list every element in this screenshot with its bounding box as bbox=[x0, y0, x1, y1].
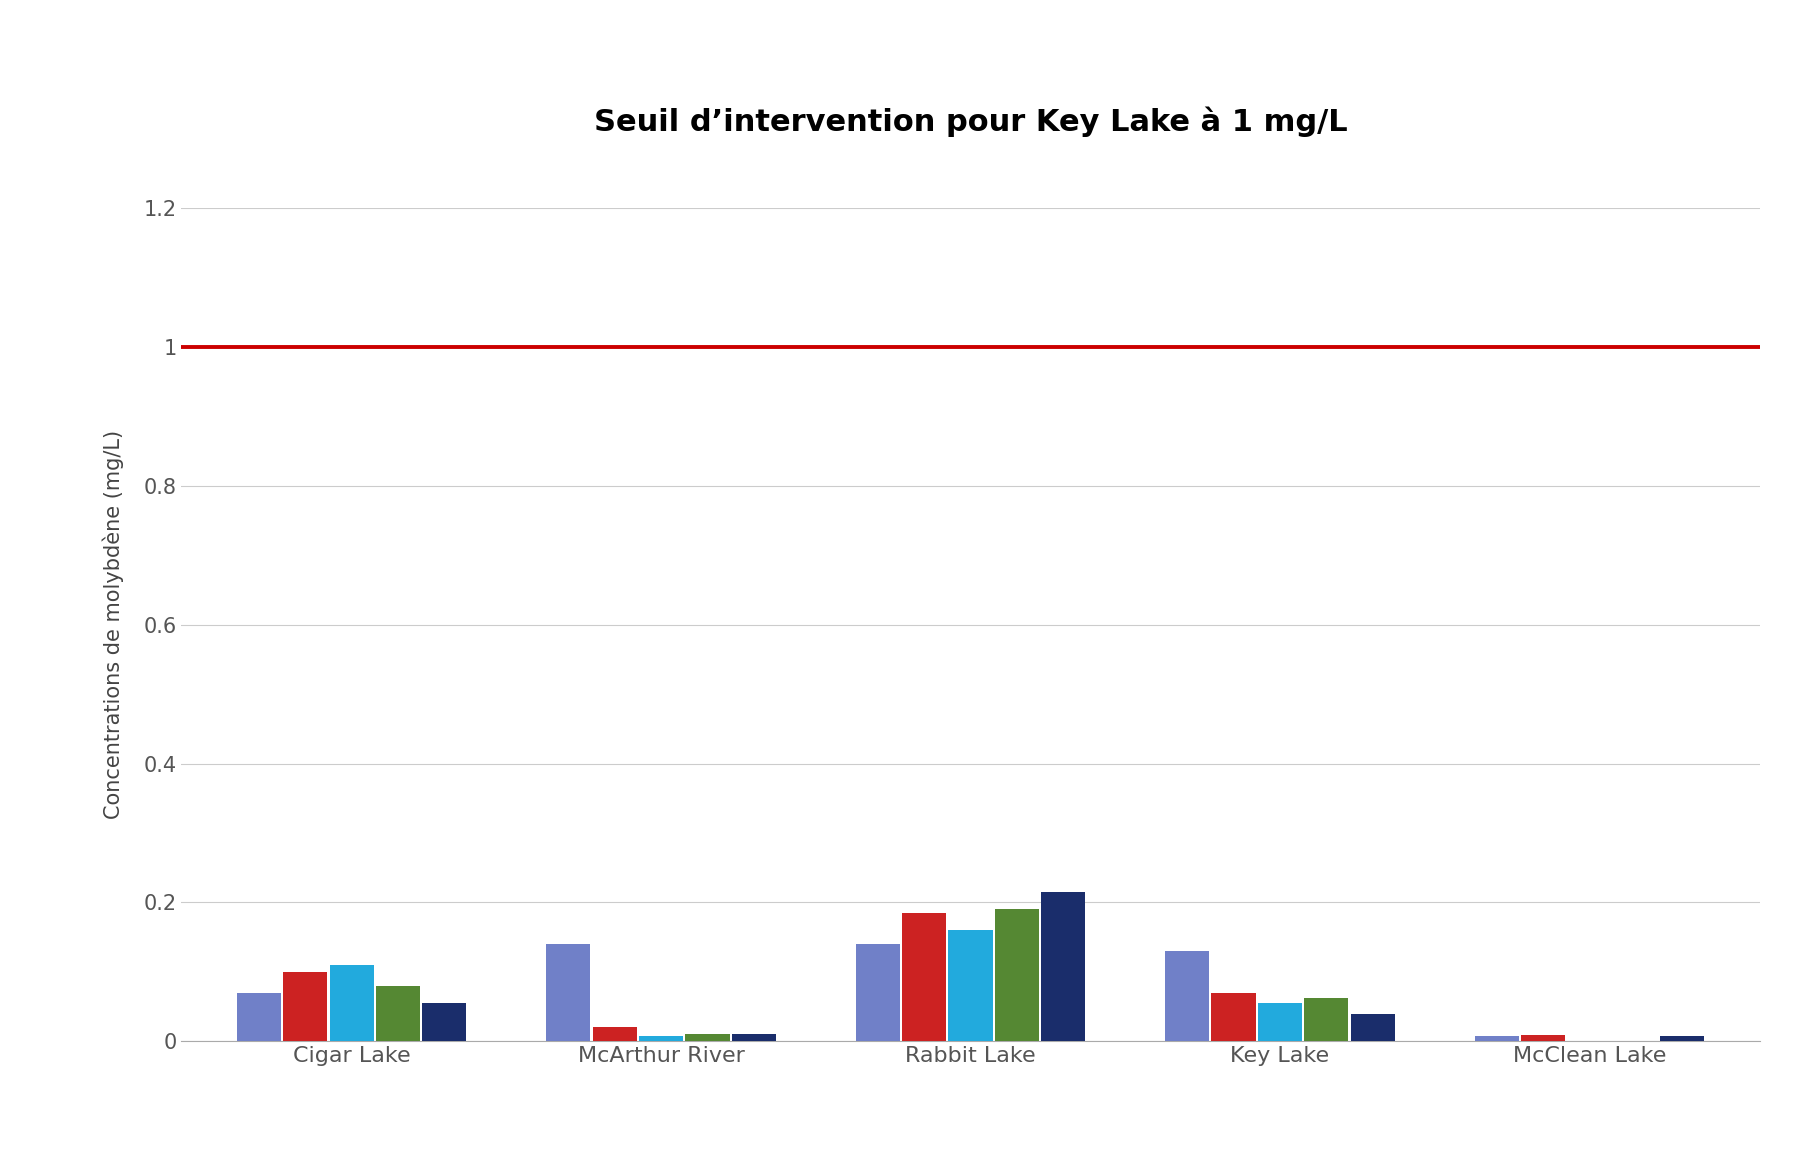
Bar bbox=[593, 1027, 637, 1041]
Bar bbox=[546, 944, 590, 1041]
Bar bbox=[1041, 892, 1085, 1041]
Bar bbox=[236, 993, 281, 1041]
Bar bbox=[1660, 1037, 1705, 1041]
Y-axis label: Concentrations de molybdène (mg/L): Concentrations de molybdène (mg/L) bbox=[102, 430, 123, 819]
Bar bbox=[283, 972, 327, 1041]
Bar bbox=[686, 1034, 729, 1041]
Bar bbox=[856, 944, 900, 1041]
Bar bbox=[423, 1003, 466, 1041]
Bar bbox=[639, 1036, 684, 1041]
Bar bbox=[1475, 1036, 1518, 1041]
Bar bbox=[1165, 951, 1210, 1041]
Bar bbox=[1351, 1014, 1395, 1041]
Bar bbox=[994, 909, 1039, 1041]
Bar bbox=[1257, 1003, 1302, 1041]
Bar bbox=[1212, 993, 1255, 1041]
Bar bbox=[1304, 998, 1348, 1041]
Bar bbox=[731, 1034, 776, 1041]
Bar bbox=[1520, 1036, 1565, 1041]
Bar bbox=[330, 965, 374, 1041]
Bar bbox=[949, 930, 992, 1041]
Text: Seuil d’intervention pour Key Lake à 1 mg/L: Seuil d’intervention pour Key Lake à 1 m… bbox=[593, 106, 1348, 138]
Bar bbox=[902, 913, 947, 1041]
Bar bbox=[375, 986, 421, 1041]
